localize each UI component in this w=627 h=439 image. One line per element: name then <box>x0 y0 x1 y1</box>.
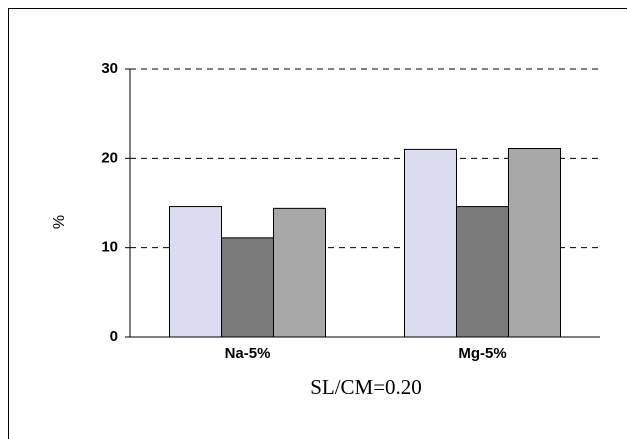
bar <box>169 206 222 338</box>
bar <box>404 148 457 338</box>
x-axis-label: SL/CM=0.20 <box>310 375 422 399</box>
x-tick-label: Na-5% <box>225 345 271 362</box>
bar <box>273 207 326 338</box>
bar <box>221 237 274 338</box>
y-tick-label: 30 <box>101 60 118 77</box>
x-tick-label: Mg-5% <box>458 345 506 362</box>
bar <box>508 148 561 338</box>
y-tick-label: 0 <box>110 328 118 345</box>
y-tick-label: 10 <box>101 239 118 256</box>
bar <box>456 206 509 338</box>
y-axis-label: % <box>51 215 68 229</box>
y-tick-label: 20 <box>101 149 118 166</box>
